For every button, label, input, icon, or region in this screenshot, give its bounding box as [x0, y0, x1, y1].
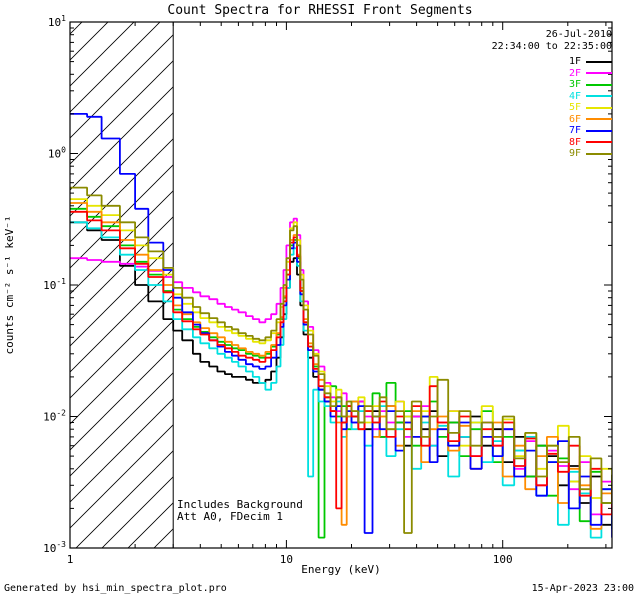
legend-label: 8F	[568, 136, 581, 148]
x-tick-label: 1	[67, 553, 74, 566]
page-title: Count Spectra for RHESSI Front Segments	[167, 3, 473, 18]
legend-item-8f: 8F	[569, 137, 612, 149]
legend-label: 3F	[568, 79, 581, 91]
legend-item-5f: 5F	[569, 102, 612, 114]
y-axis-label: counts cm⁻² s⁻¹ keV⁻¹	[3, 215, 16, 355]
render-timestamp: 15-Apr-2023 23:00	[531, 583, 634, 594]
plot-annotations: Includes Background Att A0, FDecim 1	[177, 499, 303, 523]
x-tick-label: 10	[280, 553, 293, 566]
legend-label: 2F	[568, 67, 581, 79]
legend-item-4f: 4F	[569, 91, 612, 103]
legend-line-swatch	[586, 129, 612, 132]
attenuator-note: Att A0, FDecim 1	[177, 510, 283, 523]
y-tick-label: 10-2	[43, 409, 66, 424]
legend-line-swatch	[586, 83, 612, 86]
x-axis-label: Energy (keV)	[301, 563, 381, 576]
legend-line-swatch	[586, 118, 612, 121]
legend-item-2f: 2F	[569, 68, 612, 80]
legend: 1F 2F 3F 4F 5F 6F 7F 8F 9F	[569, 56, 612, 160]
series-9F	[70, 186, 612, 534]
legend-item-6f: 6F	[569, 114, 612, 126]
legend-item-9f: 9F	[569, 148, 612, 160]
legend-item-1f: 1F	[569, 56, 612, 68]
y-tick-label: 100	[48, 146, 66, 161]
legend-label: 4F	[568, 90, 581, 102]
legend-label: 5F	[568, 102, 581, 114]
legend-label: 7F	[568, 125, 581, 137]
y-tick-label: 10-3	[43, 540, 66, 555]
legend-label: 9F	[568, 148, 581, 160]
legend-line-swatch	[586, 152, 612, 155]
legend-item-7f: 7F	[569, 125, 612, 137]
observation-datetime: 26-Jul-2010 22:34:00 to 22:35:00	[492, 29, 612, 53]
y-tick-label: 10-1	[43, 277, 66, 292]
x-tick-label: 100	[493, 553, 513, 566]
legend-line-swatch	[586, 95, 612, 98]
legend-label: 1F	[568, 56, 581, 68]
observation-date: 26-Jul-2010	[545, 29, 612, 40]
legend-label: 6F	[568, 113, 581, 125]
legend-line-swatch	[586, 72, 612, 75]
legend-line-swatch	[586, 60, 612, 63]
background-note: Includes Background	[177, 498, 303, 511]
legend-line-swatch	[586, 106, 612, 109]
legend-line-swatch	[586, 141, 612, 144]
legend-item-3f: 3F	[569, 79, 612, 91]
observation-time-range: 22:34:00 to 22:35:00	[491, 41, 612, 52]
generator-credit: Generated by hsi_min_spectra_plot.pro	[4, 583, 227, 594]
